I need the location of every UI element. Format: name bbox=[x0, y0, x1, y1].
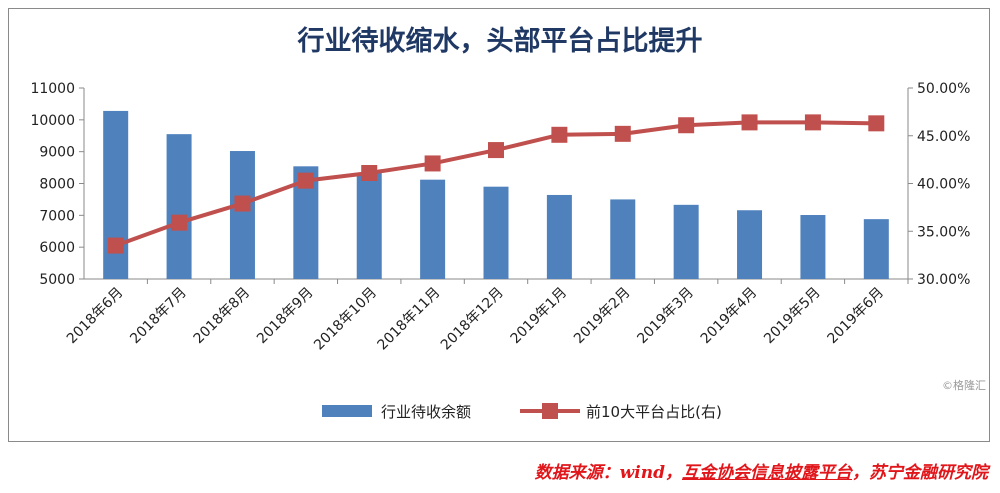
x-tick-label: 2018年10月 bbox=[311, 285, 380, 354]
y-left-tick-label: 8000 bbox=[39, 177, 75, 193]
y-right-tick-label: 40.00% bbox=[917, 177, 970, 193]
bar bbox=[610, 199, 636, 279]
bar bbox=[229, 151, 255, 279]
line-point bbox=[868, 115, 885, 132]
source-prefix: 数据来源：wind， bbox=[534, 463, 682, 483]
y-right-tick-label: 35.00% bbox=[917, 224, 970, 240]
x-tick-label: 2018年7月 bbox=[127, 285, 190, 348]
legend-label-line: 前10大平台占比(右) bbox=[586, 403, 722, 421]
bar bbox=[103, 110, 129, 279]
y-right-tick-label: 30.00% bbox=[917, 272, 970, 288]
watermark: ©格隆汇 bbox=[942, 379, 986, 392]
source-note: 数据来源：wind，互金协会信息披露平台，苏宁金融研究院 bbox=[535, 458, 988, 483]
x-tick-label: 2019年1月 bbox=[508, 285, 571, 348]
bar bbox=[356, 172, 382, 279]
bar bbox=[420, 179, 446, 279]
line-point bbox=[107, 237, 124, 254]
line-point bbox=[361, 164, 378, 181]
x-tick-label: 2018年6月 bbox=[64, 285, 127, 348]
line-point bbox=[614, 125, 631, 142]
x-tick-label: 2019年6月 bbox=[825, 285, 888, 348]
y-left-tick-label: 11000 bbox=[30, 81, 75, 97]
bar bbox=[737, 210, 763, 279]
source-suffix: ，苏宁金融研究院 bbox=[852, 463, 988, 483]
x-tick-label: 2018年9月 bbox=[254, 285, 317, 348]
y-right-tick-label: 50.00% bbox=[917, 81, 970, 97]
line-point bbox=[741, 114, 758, 131]
legend-swatch-marker bbox=[542, 403, 558, 419]
line-point bbox=[234, 195, 251, 212]
line-point bbox=[678, 117, 695, 134]
line-point bbox=[804, 114, 821, 131]
legend: 行业待收余额 前10大平台占比(右) bbox=[322, 403, 722, 421]
line-point bbox=[488, 142, 504, 159]
x-tick-label: 2018年12月 bbox=[438, 285, 507, 354]
bar bbox=[483, 186, 509, 279]
legend-label-bar: 行业待收余额 bbox=[381, 403, 471, 421]
x-tick-label: 2019年2月 bbox=[571, 285, 634, 348]
bar bbox=[863, 219, 889, 279]
y-right-tick-label: 45.00% bbox=[917, 129, 970, 145]
x-tick-label: 2019年3月 bbox=[634, 285, 697, 348]
bar bbox=[800, 215, 826, 279]
line-series bbox=[107, 114, 885, 254]
bar bbox=[166, 134, 192, 279]
chart: 行业待收缩水，头部平台占比提升 5000 6000 7000 8000 9000 1000… bbox=[30, 25, 970, 421]
chart-title: 行业待收缩水，头部平台占比提升 bbox=[297, 25, 703, 57]
line-point bbox=[424, 155, 441, 172]
y-left-tick-label: 10000 bbox=[30, 113, 75, 129]
x-tick-label: 2018年8月 bbox=[191, 285, 254, 348]
bar-series bbox=[103, 110, 889, 279]
x-tick-label: 2018年11月 bbox=[375, 285, 444, 354]
y-left-tick-label: 7000 bbox=[39, 208, 75, 224]
bar bbox=[673, 204, 699, 279]
y-left-tick-label: 6000 bbox=[39, 240, 75, 256]
line-point bbox=[297, 172, 314, 189]
legend-swatch-bar bbox=[322, 405, 372, 417]
x-tick-label: 2019年5月 bbox=[761, 285, 824, 348]
y-left-tick-label: 9000 bbox=[39, 145, 75, 161]
line-point bbox=[171, 214, 188, 231]
source-link[interactable]: 互金协会信息披露平台 bbox=[682, 463, 852, 483]
bar bbox=[546, 194, 572, 279]
x-tick-label: 2019年4月 bbox=[698, 285, 761, 348]
y-left-tick-label: 5000 bbox=[39, 272, 75, 288]
line-point bbox=[551, 126, 568, 143]
